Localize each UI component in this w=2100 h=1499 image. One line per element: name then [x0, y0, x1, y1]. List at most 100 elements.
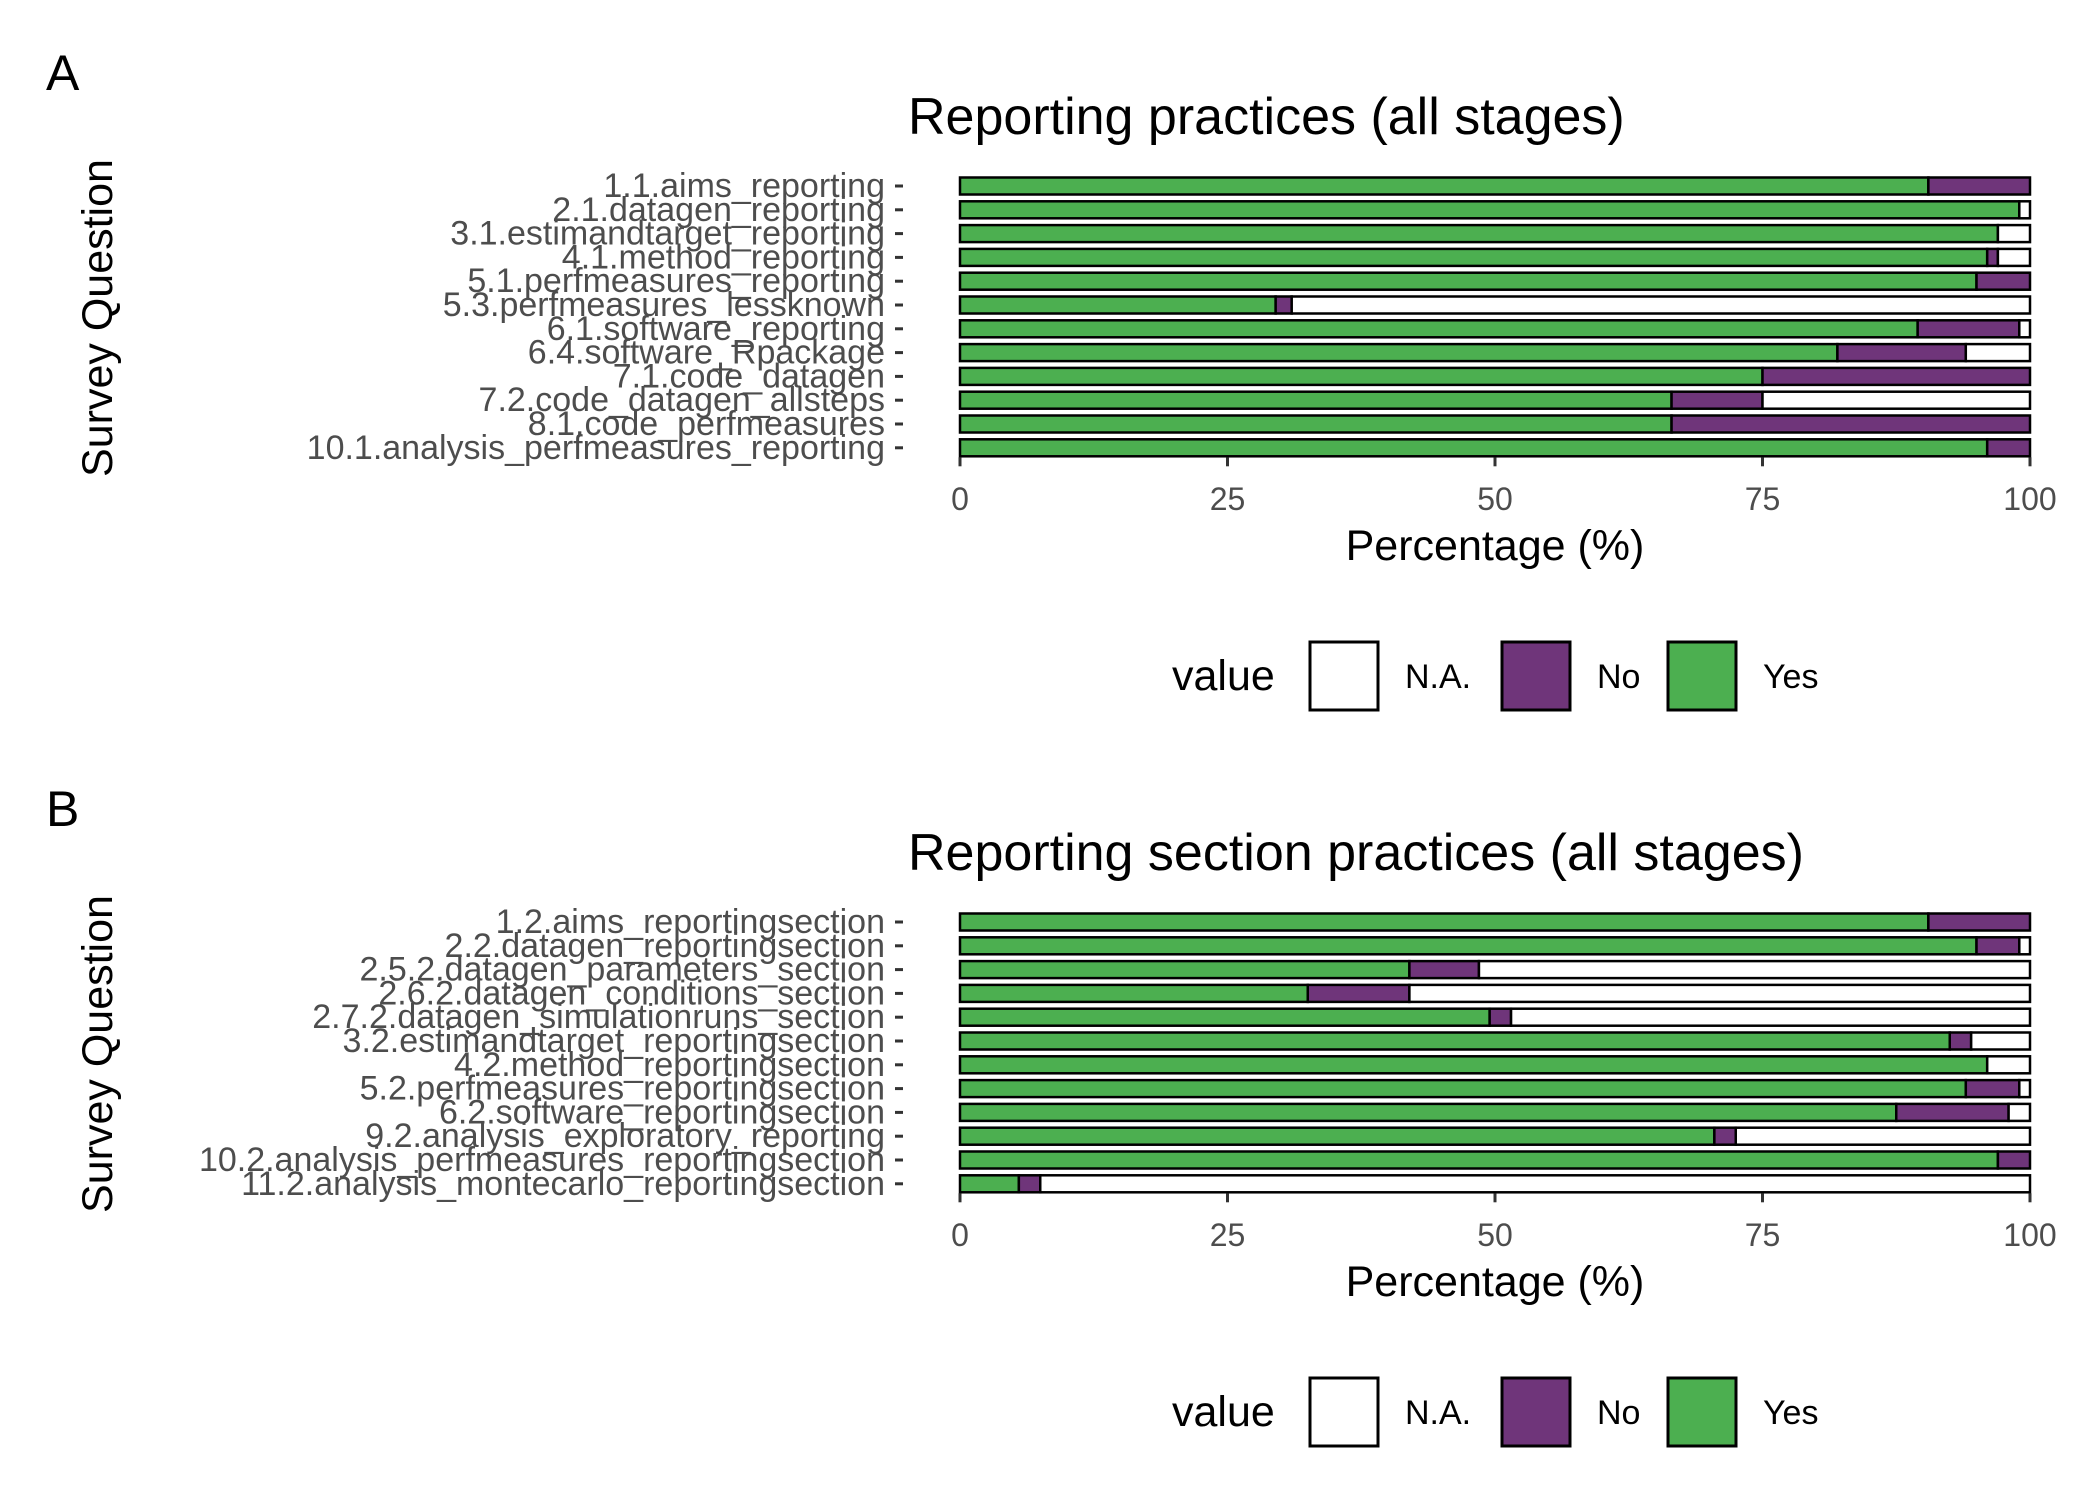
y-tick-label: 6.2.software_reportingsection	[439, 1093, 885, 1131]
bar-segment-yes	[958, 1102, 1898, 1123]
bar-segment-no	[1975, 271, 2032, 291]
bar-segment-no	[1985, 247, 2000, 268]
legend-key-no	[1500, 1376, 1572, 1448]
bar-segment-yes	[958, 1078, 1968, 1099]
y-tick-label: 11.2.analysis_montecarlo_reportingsectio…	[241, 1165, 885, 1203]
bar-segment-no	[1916, 319, 2021, 339]
bar-segment-no	[1017, 1174, 1042, 1194]
bar-segment-yes	[958, 390, 1673, 410]
y-tick-label: 1.2.aims_reportingsection	[496, 903, 885, 941]
y-tick-label: 5.1.perfmeasures_reporting	[467, 262, 885, 300]
bar-segment-yes	[958, 247, 1989, 268]
y-axis-title: Survey Question	[74, 895, 122, 1213]
bar-segment-na	[1969, 1031, 2032, 1051]
chart-title: Reporting section practices (all stages)	[908, 824, 1804, 882]
y-tick-label: 8.1.code_perfmeasures	[528, 405, 885, 443]
legend: value N.A. No Yes	[1172, 640, 1818, 712]
legend-label: Yes	[1763, 658, 1818, 696]
y-tick-label: 9.2.analysis_exploratory_reporting	[365, 1117, 885, 1155]
bar-segment-no	[1306, 983, 1411, 1004]
panel-label: B	[46, 781, 79, 837]
bar-segment-na	[1290, 295, 2032, 315]
bar-segment-na	[1996, 223, 2032, 244]
legend-label: N.A.	[1405, 1394, 1471, 1432]
y-tick-label: 2.6.2.datagen_conditions_section	[378, 974, 885, 1012]
bar-segment-no	[1975, 936, 2021, 956]
y-tick-label: 7.2.code_datagen_allsteps	[479, 381, 885, 419]
bar-segment-na	[1408, 983, 2032, 1004]
bar-segment-na	[1996, 247, 2032, 268]
bar-segment-yes	[958, 936, 1978, 956]
bar-segment-na	[2018, 1078, 2032, 1099]
bar-segment-no	[1713, 1126, 1737, 1146]
bar-segment-yes	[958, 1031, 1951, 1051]
bar-segment-na	[1964, 342, 2032, 363]
bar-segment-yes	[958, 983, 1309, 1004]
bar-segment-yes	[958, 912, 1930, 932]
x-tick-label: 25	[1210, 1217, 1246, 1253]
bar-segment-no	[1948, 1031, 1973, 1051]
y-tick-label: 2.2.datagen_reportingsection	[445, 927, 885, 965]
bar-segment-no	[1274, 295, 1293, 315]
bar-segment-yes	[958, 438, 1989, 458]
y-tick-label: 2.7.2.datagen_simulationruns_section	[312, 998, 885, 1036]
legend-label: Yes	[1763, 1394, 1818, 1432]
legend-key-na	[1308, 640, 1380, 712]
legend-label: No	[1597, 1394, 1640, 1432]
y-tick-label: 10.1.analysis_perfmeasures_reporting	[307, 429, 885, 467]
y-tick-label: 4.2.method_reportingsection	[454, 1046, 885, 1084]
legend: value N.A. No Yes	[1172, 1376, 1818, 1448]
y-tick-label: 1.1.aims_reporting	[603, 167, 885, 205]
y-tick-label: 3.1.estimandtarget_reporting	[450, 215, 885, 253]
x-axis-title: Percentage (%)	[1346, 522, 1645, 570]
bar-segment-yes	[958, 295, 1277, 315]
y-tick-label: 2.1.datagen_reporting	[552, 191, 885, 229]
bar-segment-no	[1927, 912, 2032, 932]
bar-segment-yes	[958, 1174, 1021, 1194]
bar-segment-no	[1670, 390, 1764, 410]
bar-segment-yes	[958, 176, 1930, 196]
y-axis-title: Survey Question	[74, 159, 122, 477]
panel-a: A Reporting practices (all stages) Survey …	[46, 45, 2057, 712]
bar-segment-na	[2018, 319, 2032, 339]
bar-segment-yes	[958, 223, 2000, 244]
bar-segment-yes	[958, 1055, 1989, 1075]
legend-title: value	[1172, 652, 1275, 700]
bar-segment-na	[1039, 1174, 2032, 1194]
x-tick-label: 75	[1745, 1217, 1781, 1253]
legend-key-no	[1500, 640, 1572, 712]
bar-segment-yes	[958, 959, 1411, 980]
bar-segment-na	[2018, 200, 2032, 220]
x-axis-title: Percentage (%)	[1346, 1258, 1645, 1306]
bar-segment-yes	[958, 319, 1919, 339]
y-tick-label: 3.2.estimandtarget_reportingsection	[343, 1022, 885, 1060]
bar-segment-na	[1509, 1007, 2032, 1027]
bar-segment-yes	[958, 366, 1764, 387]
y-tick-label: 6.4.software_Rpackage	[528, 334, 885, 372]
y-tick-label: 7.1.code_datagen	[613, 357, 885, 395]
bar-segment-yes	[958, 271, 1978, 291]
bar-segment-yes	[958, 1007, 1491, 1027]
legend-title: value	[1172, 1388, 1275, 1436]
y-tick-label: 5.2.perfmeasures_reportingsection	[360, 1070, 885, 1108]
legend-label: N.A.	[1405, 658, 1471, 696]
y-tick-label: 2.5.2.datagen_parameters_section	[360, 951, 885, 989]
bar-segment-no	[1761, 366, 2032, 387]
bar-segment-na	[1734, 1126, 2032, 1146]
panel-label: A	[46, 45, 80, 101]
bar-segment-na	[1477, 959, 2032, 980]
x-tick-label: 50	[1477, 1217, 1513, 1253]
bar-segment-no	[1985, 438, 2032, 458]
bar-segment-yes	[958, 200, 2021, 220]
bar-segment-no	[1895, 1102, 2010, 1123]
bar-segment-yes	[958, 1126, 1716, 1146]
bar-segment-no	[1927, 176, 2032, 196]
x-tick-label: 75	[1745, 481, 1781, 517]
chart-title: Reporting practices (all stages)	[908, 88, 1625, 146]
bar-segment-yes	[958, 342, 1839, 363]
x-tick-label: 50	[1477, 481, 1513, 517]
bar-segment-na	[2007, 1102, 2032, 1123]
legend-label: No	[1597, 658, 1640, 696]
y-tick-label: 6.1.software_reporting	[547, 310, 885, 348]
